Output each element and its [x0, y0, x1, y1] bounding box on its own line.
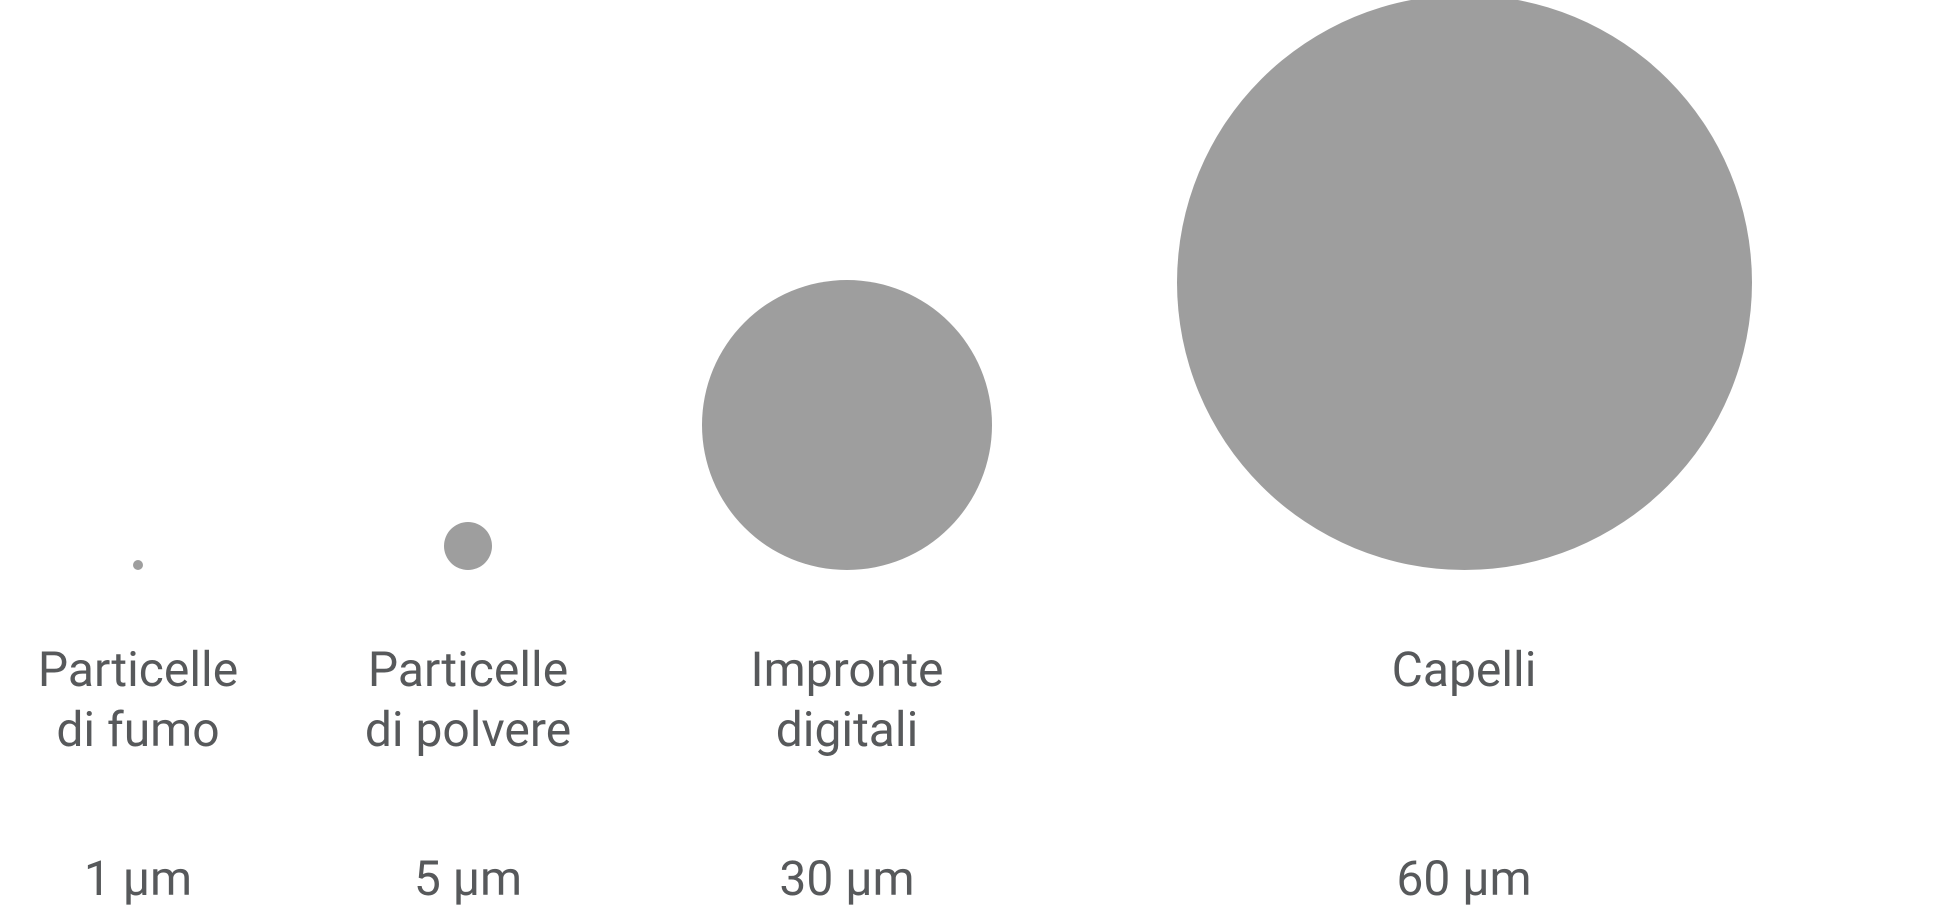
circle-fingerprint: [702, 280, 992, 570]
particle-size-chart: Particelle di fumo 1 μm Particelle di po…: [0, 0, 1933, 913]
label-fingerprint: Impronte digitali: [637, 640, 1057, 760]
circle-area-hair: [1174, 0, 1754, 570]
label-hair: Capelli: [1174, 640, 1754, 700]
measurement-smoke: 1 μm: [0, 850, 288, 907]
measurement-hair: 60 μm: [1174, 850, 1754, 907]
measurement-fingerprint: 30 μm: [637, 850, 1057, 907]
circle-dust: [444, 522, 492, 570]
label-dust: Particelle di polvere: [308, 640, 628, 760]
circle-hair: [1177, 0, 1752, 570]
item-smoke: Particelle di fumo 1 μm: [0, 0, 288, 913]
item-fingerprint: Impronte digitali 30 μm: [637, 0, 1057, 913]
item-dust: Particelle di polvere 5 μm: [308, 0, 628, 913]
circle-area-smoke: [0, 0, 288, 570]
item-hair: Capelli 60 μm: [1174, 0, 1754, 913]
circle-area-fingerprint: [637, 0, 1057, 570]
measurement-dust: 5 μm: [308, 850, 628, 907]
label-smoke: Particelle di fumo: [0, 640, 288, 760]
circle-area-dust: [308, 0, 628, 570]
circle-smoke: [133, 560, 143, 570]
